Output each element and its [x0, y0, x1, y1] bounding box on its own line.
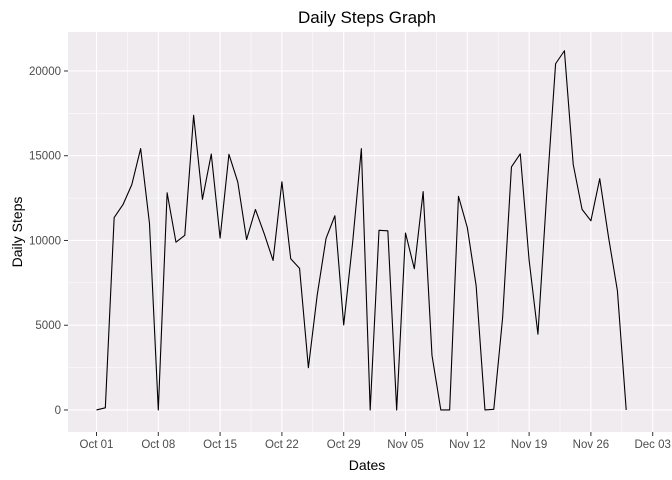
- x-tick-label: Oct 01: [80, 439, 114, 451]
- y-tick-label: 5000: [35, 320, 61, 332]
- x-tick-label: Nov 12: [449, 439, 485, 451]
- x-tick-label: Nov 19: [511, 439, 547, 451]
- x-tick-label: Oct 15: [203, 439, 237, 451]
- x-tick-label: Dec 03: [634, 439, 670, 451]
- y-axis-title: Daily Steps: [9, 197, 25, 268]
- x-tick-label: Oct 08: [141, 439, 175, 451]
- x-axis-ticks: Oct 01 Oct 08 Oct 15 Oct 22 Oct 29 Nov 05 Nov …: [80, 432, 671, 451]
- x-tick-label: Nov 05: [387, 439, 423, 451]
- x-tick-label: Nov 26: [573, 439, 609, 451]
- y-tick-label: 20000: [29, 66, 61, 78]
- y-axis-ticks: 0 5000 10000 15000 20000: [29, 66, 68, 417]
- y-tick-label: 15000: [29, 151, 61, 163]
- x-tick-label: Oct 22: [265, 439, 299, 451]
- plot-panel: [68, 32, 672, 432]
- y-tick-label: 0: [55, 405, 61, 417]
- x-tick-label: Oct 29: [327, 439, 361, 451]
- y-tick-label: 10000: [29, 235, 61, 247]
- daily-steps-line: [96, 50, 627, 411]
- chart-title: Daily Steps Graph: [298, 8, 436, 27]
- x-axis-title: Dates: [349, 457, 386, 473]
